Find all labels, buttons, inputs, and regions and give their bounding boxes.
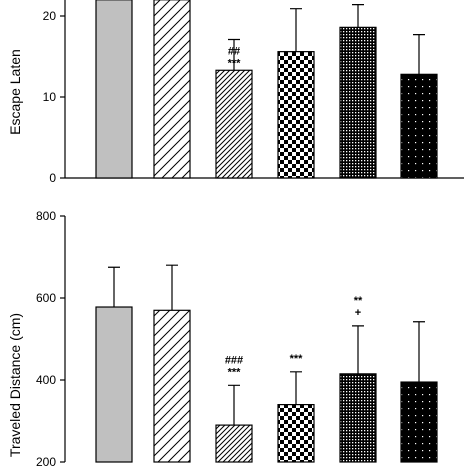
distance-bar-5	[339, 373, 377, 463]
latency-bar-4	[277, 51, 315, 179]
distance-error-bar-2	[166, 264, 178, 311]
distance-bar-1	[95, 306, 133, 463]
latency-significance-mark: ***	[228, 57, 242, 69]
latency-y-axis-title: Escape Laten	[7, 49, 23, 135]
latency-y-tick-label: 0	[49, 171, 56, 185]
latency-bar-1	[95, 0, 133, 179]
distance-bar-2	[153, 309, 191, 463]
distance-error-bar-3	[228, 384, 240, 426]
distance-error-bar-1	[108, 266, 120, 308]
distance-y-tick-label: 600	[36, 291, 56, 305]
latency-bar-5	[339, 26, 377, 179]
latency-y-tick-label: 20	[43, 9, 57, 23]
distance-bar-3	[215, 424, 253, 463]
distance-significance-mark: ***	[228, 366, 242, 378]
latency-error-bar-6	[413, 34, 425, 75]
latency-bar-6	[400, 73, 438, 179]
distance-bar-4	[277, 404, 315, 463]
distance-bar-6	[400, 381, 438, 463]
distance-y-axis-title: Traveled Distance (cm)	[7, 313, 23, 457]
distance-error-bar-4	[290, 371, 302, 405]
distance-significance-mark: +	[355, 307, 361, 319]
distance-error-bar-6	[413, 321, 425, 383]
latency-error-bar-3	[228, 38, 240, 71]
latency-bar-3	[215, 69, 253, 179]
distance-y-tick-label: 800	[36, 209, 56, 223]
latency-error-bar-5	[352, 4, 364, 28]
distance-y-tick-label: 200	[36, 455, 56, 469]
distance-significance-mark: ###	[225, 354, 243, 366]
escape-latency-panel: 0 10 20 Escape Laten ##***	[7, 0, 464, 185]
distance-significance-mark: **	[354, 295, 363, 307]
distance-error-bar-5	[352, 325, 364, 374]
latency-y-tick-label: 10	[43, 90, 57, 104]
latency-significance-mark: ##	[228, 45, 240, 57]
latency-error-bar-4	[290, 8, 302, 52]
latency-bar-2	[153, 0, 191, 179]
distance-y-tick-label: 400	[36, 373, 56, 387]
distance-significance-mark: ***	[290, 353, 304, 365]
